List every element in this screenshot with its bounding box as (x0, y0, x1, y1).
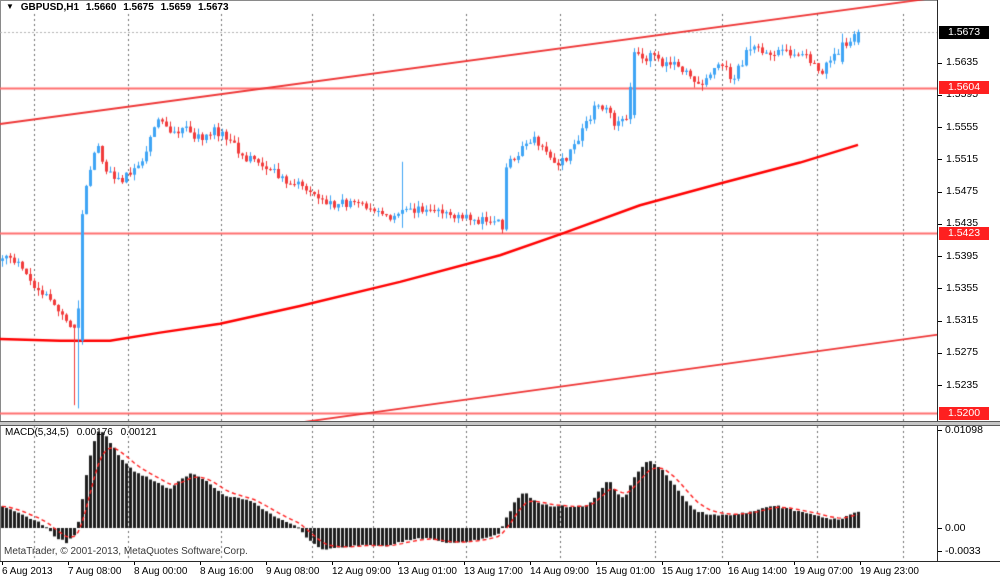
ohlc-close-value: 1.5673 (197, 2, 229, 13)
macd-axis-tick (938, 430, 942, 431)
time-axis-label: 9 Aug 08:00 (266, 566, 320, 577)
price-axis-tick-label: 1.5315 (946, 314, 979, 327)
price-axis-tick (938, 94, 942, 96)
time-axis-label: 12 Aug 09:00 (332, 566, 391, 577)
price-level-badge: 1.5673 (939, 25, 989, 39)
ohlc-open-value: 1.5660 (85, 2, 117, 13)
time-axis-label: 7 Aug 08:00 (68, 566, 122, 577)
time-axis-label: 8 Aug 16:00 (200, 566, 254, 577)
price-axis-strip[interactable]: 1.5635 1.5595 1.5555 1.5515 1.5475 1.5435 1.53… (938, 0, 1000, 561)
time-axis-tick (464, 562, 465, 565)
price-axis-tick-label: 1.5435 (946, 217, 979, 230)
price-axis-tick-label: 1.5395 (946, 249, 979, 262)
time-axis-tick (2, 562, 3, 565)
time-axis-label: 19 Aug 23:00 (860, 566, 919, 577)
price-axis-tick (938, 191, 942, 193)
pane-splitter[interactable] (0, 421, 1000, 426)
time-axis-tick (794, 562, 795, 565)
price-level-badge: 1.5604 (939, 81, 989, 95)
macd-indicator-label: MACD(5,34,5) 0.00176 0.00121 (5, 427, 162, 438)
price-axis-tick (938, 320, 942, 322)
price-axis-border (937, 0, 938, 561)
price-axis-tick-label: 1.5475 (946, 185, 979, 198)
price-pane-canvas[interactable] (0, 0, 938, 421)
ohlc-high-value: 1.5675 (123, 2, 154, 13)
price-axis-tick (938, 159, 942, 161)
time-axis-tick (860, 562, 861, 565)
price-axis-tick-label: 1.5275 (946, 346, 979, 359)
chart-title-row: ▼ GBPUSD,H1 1.5660 1.5675 1.5659 1.5673 (6, 2, 233, 13)
price-axis-tick (938, 385, 942, 387)
macd-axis-tick (938, 528, 942, 529)
price-axis-tick-label: 1.5635 (946, 56, 979, 69)
time-axis-tick (332, 562, 333, 565)
macd-main-value: 0.00176 (76, 427, 113, 438)
macd-pane-canvas[interactable] (0, 426, 938, 561)
macd-axis-label: 0.01098 (945, 423, 983, 436)
price-axis-tick (938, 288, 942, 290)
price-level-badge: 1.5200 (939, 406, 989, 420)
macd-name-label: MACD(5,34,5) (5, 427, 69, 438)
price-axis-tick-label: 1.5515 (946, 152, 979, 165)
copyright-text: MetaTrader, © 2001-2013, MetaQuotes Soft… (4, 546, 248, 557)
time-axis-label: 14 Aug 09:00 (530, 566, 589, 577)
symbol-dropdown-icon[interactable]: ▼ (6, 2, 14, 11)
time-axis-label: 13 Aug 17:00 (464, 566, 523, 577)
time-axis-tick (398, 562, 399, 565)
time-axis-tick (596, 562, 597, 565)
time-axis-border (0, 561, 1000, 562)
time-axis-label: 16 Aug 14:00 (728, 566, 787, 577)
price-axis-tick (938, 223, 942, 225)
ohlc-low-value: 1.5659 (160, 2, 192, 13)
time-axis-tick (68, 562, 69, 565)
time-axis-label: 13 Aug 01:00 (398, 566, 457, 577)
time-axis-tick (134, 562, 135, 565)
price-axis-tick (938, 352, 942, 354)
macd-axis-label: -0.0033 (945, 544, 981, 557)
price-axis-tick (938, 256, 942, 258)
time-axis-tick (266, 562, 267, 565)
symbol-timeframe-label: GBPUSD,H1 (20, 2, 80, 13)
price-axis-tick-label: 1.5555 (946, 120, 979, 133)
time-axis-tick (530, 562, 531, 565)
time-axis-label: 6 Aug 2013 (2, 566, 53, 577)
time-axis-strip[interactable]: 6 Aug 2013 7 Aug 08:00 8 Aug 00:00 8 Aug 16… (0, 562, 1000, 578)
price-axis-tick-label: 1.5235 (946, 378, 979, 391)
price-axis-tick-label: 1.5355 (946, 281, 979, 294)
price-axis-tick (938, 62, 942, 64)
time-axis-tick (662, 562, 663, 565)
time-axis-label: 15 Aug 17:00 (662, 566, 721, 577)
macd-axis-label: 0.00 (945, 521, 966, 534)
price-level-badge: 1.5423 (939, 227, 989, 240)
time-axis-label: 19 Aug 07:00 (794, 566, 853, 577)
time-axis-tick (200, 562, 201, 565)
time-axis-tick (728, 562, 729, 565)
price-axis-tick (938, 127, 942, 129)
time-axis-label: 15 Aug 01:00 (596, 566, 655, 577)
macd-axis-tick (938, 551, 942, 552)
time-axis-label: 8 Aug 00:00 (134, 566, 188, 577)
macd-signal-value: 0.00121 (120, 427, 157, 438)
